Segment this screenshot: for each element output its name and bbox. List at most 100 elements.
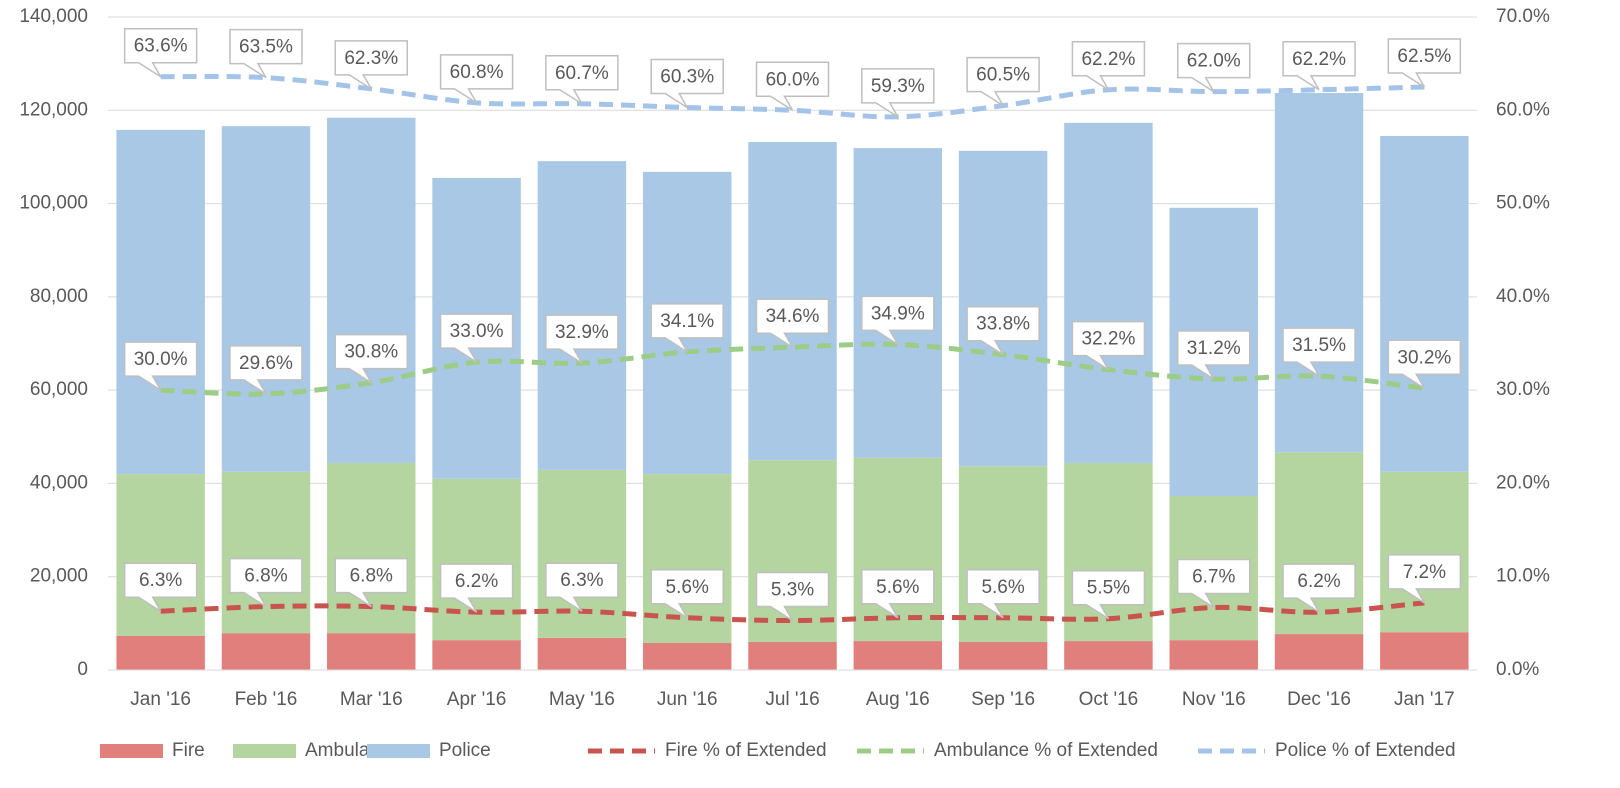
callout bbox=[1282, 563, 1356, 613]
data-label: 30.8% bbox=[344, 342, 398, 363]
data-label: 31.2% bbox=[1187, 338, 1241, 359]
callout bbox=[123, 27, 198, 78]
y-tick-label: 60,000 bbox=[30, 379, 88, 400]
data-label: 6.2% bbox=[1297, 571, 1340, 592]
callout bbox=[861, 569, 935, 619]
callout bbox=[755, 571, 830, 622]
data-label: 32.2% bbox=[1081, 329, 1135, 350]
data-label: 60.3% bbox=[660, 67, 714, 88]
data-label: 62.0% bbox=[1187, 51, 1241, 72]
data-label: 5.3% bbox=[771, 580, 814, 601]
callout bbox=[755, 298, 830, 348]
y-tick-label: 100,000 bbox=[19, 193, 88, 214]
callout bbox=[966, 305, 1040, 356]
bar bbox=[116, 129, 205, 475]
data-label: 63.5% bbox=[239, 37, 293, 58]
callout bbox=[334, 333, 409, 384]
callout bbox=[123, 341, 198, 391]
x-tick-label: Oct '16 bbox=[1079, 689, 1139, 710]
data-label: 6.2% bbox=[455, 571, 498, 592]
bar bbox=[221, 126, 311, 472]
y2-tick-label: 50.0% bbox=[1496, 193, 1550, 214]
data-label: 62.3% bbox=[344, 48, 398, 69]
legend-label: Fire bbox=[172, 740, 205, 761]
data-label: 6.3% bbox=[560, 570, 603, 591]
bar bbox=[958, 466, 1048, 643]
callout bbox=[229, 557, 303, 608]
data-label: 60.7% bbox=[555, 63, 609, 84]
x-tick-label: Jul '16 bbox=[765, 689, 819, 710]
x-tick-label: Nov '16 bbox=[1182, 689, 1246, 710]
callout bbox=[1176, 42, 1251, 93]
legend-swatch bbox=[233, 744, 296, 758]
callout bbox=[755, 61, 830, 111]
callout bbox=[334, 557, 409, 608]
x-tick-label: Jan '17 bbox=[1394, 689, 1455, 710]
bar bbox=[1274, 634, 1364, 670]
data-label: 6.3% bbox=[139, 570, 182, 591]
bar bbox=[1169, 640, 1258, 670]
data-label: 7.2% bbox=[1403, 562, 1446, 583]
callout bbox=[545, 562, 619, 612]
callout bbox=[1282, 41, 1356, 91]
bar bbox=[116, 635, 205, 670]
data-label: 59.3% bbox=[871, 76, 925, 97]
x-tick-label: Jun '16 bbox=[657, 689, 718, 710]
legend-label: Police % of Extended bbox=[1275, 740, 1456, 761]
callout bbox=[439, 563, 514, 613]
callout bbox=[1071, 569, 1146, 620]
callout bbox=[439, 54, 514, 104]
data-label: 33.0% bbox=[450, 321, 504, 342]
data-label: 62.2% bbox=[1081, 49, 1135, 70]
bar bbox=[327, 117, 416, 463]
bar bbox=[327, 633, 416, 670]
data-label: 60.0% bbox=[766, 69, 820, 90]
data-label: 31.5% bbox=[1292, 335, 1346, 356]
x-tick-label: Feb '16 bbox=[235, 689, 298, 710]
data-label: 6.8% bbox=[350, 566, 393, 587]
data-label: 30.0% bbox=[134, 349, 188, 370]
bar bbox=[221, 633, 311, 670]
bar bbox=[432, 640, 521, 670]
callout bbox=[334, 40, 409, 90]
bar bbox=[1274, 452, 1364, 635]
data-label: 30.2% bbox=[1397, 347, 1451, 368]
legend-label: Fire % of Extended bbox=[665, 740, 827, 761]
callout bbox=[1387, 554, 1462, 604]
bar bbox=[1064, 641, 1153, 670]
callout bbox=[545, 314, 619, 364]
legend-label: Police bbox=[439, 740, 491, 761]
callout bbox=[545, 55, 619, 105]
y2-tick-label: 20.0% bbox=[1496, 472, 1550, 493]
data-label: 5.6% bbox=[666, 577, 709, 598]
data-label: 5.5% bbox=[1087, 578, 1130, 599]
y-tick-label: 20,000 bbox=[30, 566, 88, 587]
x-tick-label: May '16 bbox=[549, 689, 615, 710]
callout bbox=[861, 68, 935, 118]
bar bbox=[853, 457, 943, 642]
data-label: 63.6% bbox=[134, 36, 188, 57]
data-label: 5.6% bbox=[981, 577, 1024, 598]
data-label: 34.9% bbox=[871, 303, 925, 324]
x-tick-label: Dec '16 bbox=[1287, 689, 1351, 710]
y2-tick-label: 40.0% bbox=[1496, 286, 1550, 307]
y-tick-label: 0 bbox=[77, 659, 88, 680]
bar bbox=[537, 637, 627, 670]
y2-tick-label: 70.0% bbox=[1496, 6, 1550, 27]
legend-swatch bbox=[367, 744, 430, 758]
bar bbox=[1064, 122, 1153, 463]
x-tick-label: Jan '16 bbox=[130, 689, 191, 710]
callout bbox=[123, 562, 198, 612]
y-tick-label: 140,000 bbox=[19, 6, 88, 27]
y2-tick-label: 30.0% bbox=[1496, 379, 1550, 400]
callout bbox=[1387, 339, 1462, 389]
data-label: 6.7% bbox=[1192, 567, 1235, 588]
bar bbox=[432, 478, 521, 641]
bar bbox=[1274, 93, 1364, 453]
data-label: 6.8% bbox=[244, 566, 287, 587]
callout bbox=[1176, 330, 1251, 380]
data-label: 34.1% bbox=[660, 311, 714, 332]
x-tick-label: Apr '16 bbox=[447, 689, 507, 710]
callout bbox=[966, 56, 1040, 107]
data-label: 34.6% bbox=[766, 306, 820, 327]
